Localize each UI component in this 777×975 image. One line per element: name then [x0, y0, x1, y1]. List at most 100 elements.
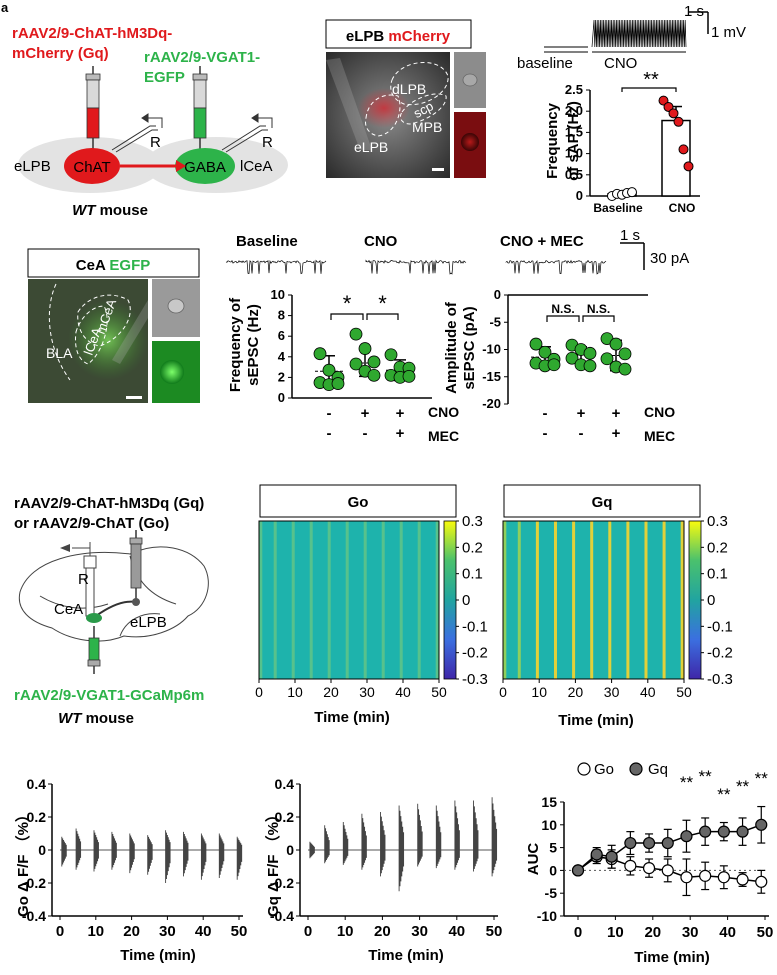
heatmap-xtick-label: 0	[499, 684, 507, 700]
scatter-point	[618, 347, 632, 361]
gq-heatmap-xlabel: Time (min)	[558, 712, 634, 729]
heatmap-xtick-label: 50	[431, 684, 447, 700]
mec-sign: +	[612, 425, 621, 442]
mec-row-label: MEC	[428, 428, 459, 444]
go-dff-panel: Go Δ F/F （%） 0.40.20-0.2-0.40 10 20 30 40 50 …	[14, 776, 247, 964]
panel-a: a rAAV2/9-ChAT-hM3Dq- mCherry (Gq) rAAV2…	[1, 0, 288, 219]
cno-sign: +	[361, 405, 370, 422]
heatmap-xtick-label: 30	[604, 684, 620, 700]
trace-label-cno-mec: CNO + MEC	[500, 233, 584, 250]
heatmap-frame	[502, 520, 685, 680]
lcea-outline	[75, 305, 108, 365]
mcherry-expression	[358, 88, 410, 128]
egfp-cell	[160, 360, 184, 384]
dff-xtick-label: 20	[123, 923, 140, 940]
auc-point	[642, 836, 656, 850]
sig-label: *	[343, 291, 352, 316]
dff-xtick-label: 0	[56, 923, 64, 940]
dff-response	[361, 813, 367, 870]
heatmap-band	[363, 521, 367, 679]
colorbar-tick-label: -0.1	[707, 618, 733, 635]
sepsc-trace	[365, 259, 467, 275]
auc-sig-label: **	[699, 767, 713, 786]
dff-xtick-label: 40	[195, 923, 212, 940]
sap-bar	[661, 119, 691, 197]
scatter-point	[600, 352, 614, 366]
dff-ytick-label: -0.4	[22, 908, 46, 924]
auc-ytick-label: 10	[541, 817, 557, 833]
panel-b-image: eLPB mCherry dLPB scp MPB eLPB	[325, 19, 486, 178]
freq-ylabel-line2: sEPSC (Hz)	[245, 304, 262, 386]
auc-xtick-label: 30	[682, 924, 699, 941]
dff-xtick-label: 0	[304, 923, 312, 940]
panel-d-caption: WT mouse	[58, 710, 134, 727]
go-dff-xlabel: Time (min)	[120, 947, 196, 964]
scale-current-label-c: 30 pA	[650, 250, 689, 267]
elpb-label: eLPB	[14, 158, 51, 175]
sap-ylabel-line1: Frequency	[544, 102, 561, 179]
heatmap-frame	[258, 520, 440, 680]
lcea-label: lCeA	[240, 158, 273, 175]
elpb-image-label: eLPB	[354, 139, 388, 155]
cno-row-label: CNO	[644, 404, 675, 420]
elpb-region-label: eLPB	[130, 614, 167, 631]
gq-dff-panel: Gq Δ F/F （%） 0.40.20-0.2-0.40 10 20 30 40 50 …	[264, 776, 502, 964]
auc-sig-label: **	[736, 777, 750, 796]
sap-ytick-label: 1.0	[565, 146, 583, 161]
amp-scatter-plot: 0 -5 -10 -15 -20 - - + - + + CNO MEC N.S. N.S.	[482, 287, 675, 444]
dff-xtick-label: 10	[87, 923, 104, 940]
gq-go-syringe	[129, 530, 143, 600]
sap-category-label: Baseline	[593, 201, 643, 215]
heatmap-band	[680, 521, 684, 679]
dlpb-label: dLPB	[392, 81, 426, 97]
scatter-point	[583, 346, 597, 360]
auc-point	[699, 869, 712, 882]
heatmap-band	[535, 521, 539, 679]
elpb-site	[132, 598, 140, 606]
auc-xtick-label: 0	[574, 924, 582, 941]
heatmap-gq-panel: Gq 0 10 20 30 40 50 0.3 0.2 0.1 0 -0.1 -0.2 -0.3 Tim…	[499, 484, 733, 729]
gq-dff-xlabel: Time (min)	[368, 947, 444, 964]
auc-point	[605, 850, 618, 863]
mec-row-label: MEC	[644, 428, 675, 444]
sap-ytick-label: 0.5	[565, 167, 583, 182]
electrode-label-a1: R	[150, 134, 161, 151]
heatmap-band	[517, 521, 521, 679]
dff-response	[236, 836, 243, 880]
scatter-ytick-label: 4	[278, 349, 286, 364]
cno-trace-label: CNO	[604, 55, 637, 72]
colorbar-tick-label: 0.3	[707, 513, 728, 530]
heatmap-background	[503, 521, 684, 679]
heatmap-xtick-label: 40	[395, 684, 411, 700]
heatmap-xtick-label: 30	[359, 684, 375, 700]
heatmap-band	[417, 521, 421, 679]
auc-point	[590, 848, 603, 861]
heatmap-band	[435, 521, 439, 679]
dff-response	[93, 830, 99, 872]
mec-sign: -	[363, 425, 368, 442]
trace-label-cno: CNO	[364, 233, 398, 250]
dlpb-outline	[390, 62, 449, 106]
cno-sign: -	[327, 405, 332, 422]
scatter-ytick-label: -10	[482, 342, 501, 357]
sap-category-label: CNO	[669, 201, 696, 215]
panel-c-image: CeA EGFP BLA mCeA lCeA	[27, 248, 200, 403]
auc-point	[680, 830, 693, 843]
dff-xtick-label: 30	[159, 923, 176, 940]
dff-xtick-label: 10	[337, 923, 354, 940]
recording-electrode-a1	[111, 113, 163, 153]
dff-response	[218, 833, 225, 878]
sap-sig-bracket	[621, 87, 677, 92]
colorbar-tick-label: 0.3	[462, 513, 483, 530]
heatmap-xtick-label: 10	[287, 684, 303, 700]
panel-d: rAAV2/9-ChAT-hM3Dq (Gq) or rAAV2/9-ChAT …	[14, 495, 209, 727]
scatter-point	[358, 342, 372, 355]
heatmap-band	[291, 521, 295, 679]
gcamp-syringe	[87, 626, 101, 674]
colorbar-tick-label: 0.2	[462, 539, 483, 556]
heatmap-band	[327, 521, 331, 679]
dff-response	[491, 797, 498, 877]
colorbar-tick-label: -0.2	[462, 645, 488, 662]
auc-sig-label: **	[755, 769, 769, 788]
